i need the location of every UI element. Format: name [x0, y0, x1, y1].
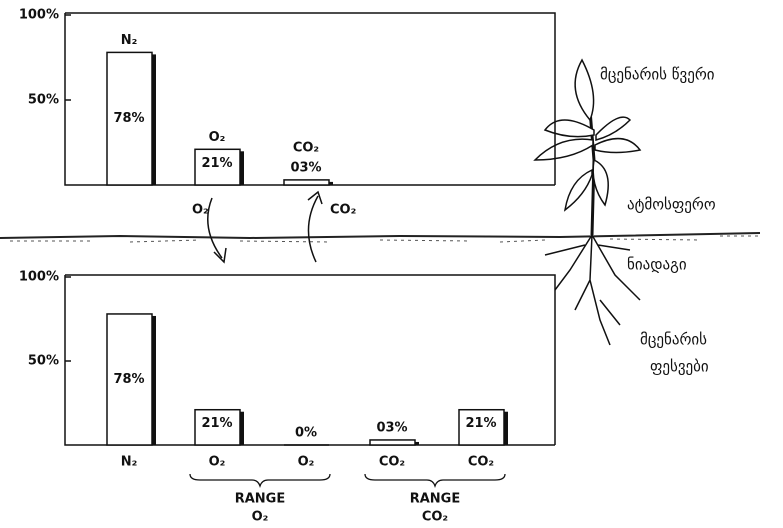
value-label: 03% [376, 420, 407, 435]
category-label: O₂ [209, 130, 226, 145]
value-label: 78% [113, 372, 144, 387]
side-label: მცენარის წვერი [600, 66, 715, 84]
side-label: ატმოსფერო [627, 196, 716, 214]
value-label: 21% [201, 156, 232, 171]
bar [284, 180, 329, 185]
arrow-label: CO₂ [330, 203, 356, 218]
value-label: 21% [465, 416, 496, 431]
bar [370, 440, 415, 445]
y-tick-label: 50% [28, 354, 59, 369]
diagram: O₂ CO₂ მცენარის წვერი ატმოსფერო ნიადაგი … [0, 0, 783, 528]
y-tick-label: 100% [19, 270, 59, 285]
arrow-up [308, 196, 318, 262]
category-label: CO₂ [379, 455, 405, 470]
value-label: 78% [113, 111, 144, 126]
y-tick-label: 50% [28, 93, 59, 108]
category-label: N₂ [121, 455, 138, 470]
side-label: ნიადაგი [627, 256, 687, 274]
category-label: CO₂ [293, 140, 319, 155]
range-gas: CO₂ [422, 510, 448, 525]
category-label: O₂ [209, 455, 226, 470]
arrow-label: O₂ [192, 203, 209, 218]
category-label: O₂ [298, 455, 315, 470]
arrow-down [208, 198, 222, 258]
range-title: RANGE [235, 492, 286, 507]
range-gas: O₂ [252, 510, 269, 525]
value-label: 21% [201, 416, 232, 431]
range-brace [190, 474, 330, 486]
category-label: CO₂ [468, 455, 494, 470]
range-title: RANGE [410, 492, 461, 507]
plant [535, 60, 640, 345]
side-label: მცენარის [640, 331, 707, 349]
range-brace [365, 474, 505, 486]
value-label: 03% [290, 160, 321, 175]
ground-line [0, 233, 760, 238]
category-label: N₂ [121, 33, 138, 48]
value-label: 0% [295, 426, 317, 441]
side-label: ფესვები [650, 358, 709, 376]
y-tick-label: 100% [19, 8, 59, 23]
